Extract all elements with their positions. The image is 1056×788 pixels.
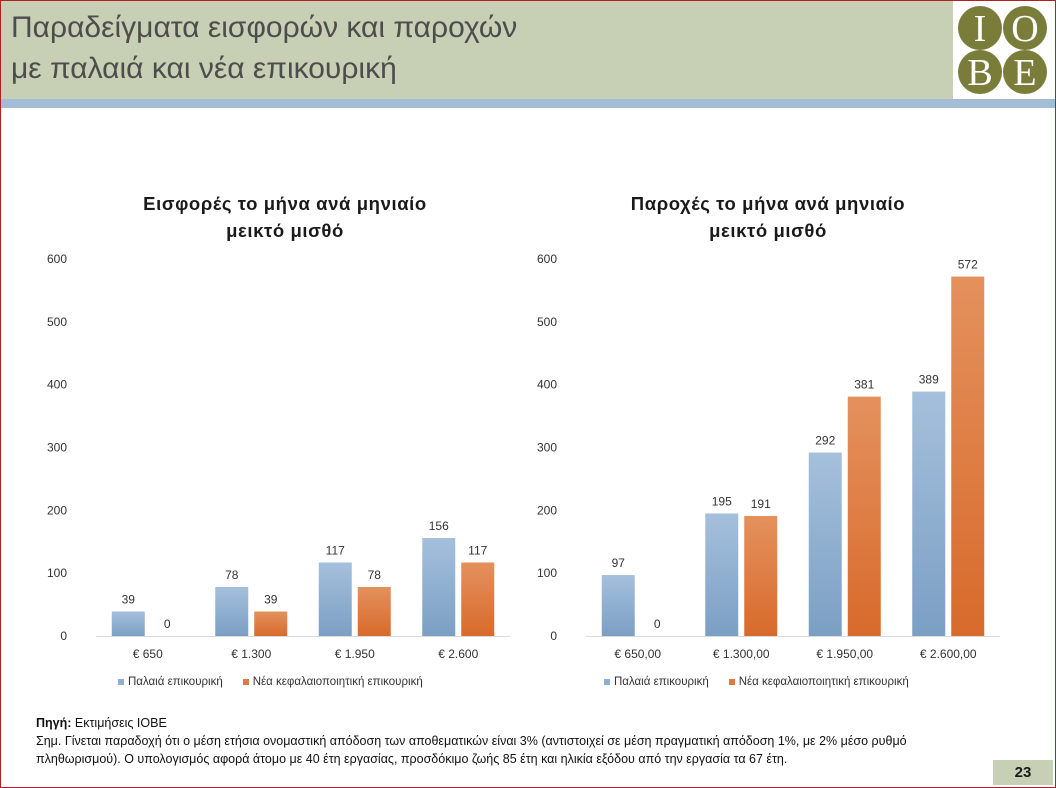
chart2-category-label: € 2.600,00 — [920, 647, 977, 661]
chart1-bar — [461, 562, 495, 636]
chart2-bar — [744, 515, 778, 636]
chart1-data-label: 39 — [122, 592, 136, 606]
chart1-legend-label: Νέα κεφαλαιοποιητική επικουρική — [252, 676, 423, 688]
chart1-ytick-label: 500 — [47, 315, 67, 329]
logo-letter: B — [967, 52, 992, 94]
chart2-category-label: € 1.950,00 — [816, 647, 873, 661]
chart1-bar — [111, 611, 145, 636]
logo-letter: I — [974, 8, 987, 50]
chart2-data-label: 572 — [958, 258, 978, 272]
chart1-title-line1: Εισφορές το μήνα ανά μηνιαίο — [143, 193, 427, 214]
chart1-data-label: 78 — [225, 568, 239, 582]
header-divider-band — [1, 99, 1055, 108]
chart2-legend-label: Παλαιά επικουρική — [614, 676, 709, 688]
chart1-bar — [422, 537, 456, 636]
chart2-legend-label: Νέα κεφαλαιοποιητική επικουρική — [738, 676, 909, 688]
logo-circle — [1003, 50, 1047, 94]
chart2-legend-swatch — [728, 679, 735, 685]
chart1-ytick-label: 600 — [47, 252, 67, 266]
chart2-legend-swatch — [604, 679, 610, 685]
slide-title-line2: με παλαιά και νέα επικουρική — [11, 52, 397, 85]
chart1-legend: Παλαιά επικουρική Νέα κεφαλαιοποιητική επ… — [118, 676, 443, 688]
chart1-bar — [215, 586, 249, 636]
chart1-data-label: 0 — [164, 617, 171, 631]
slide-notes: Πηγή: Εκτιμήσεις ΙΟΒΕ Σημ. Γίνεται παραδ… — [36, 714, 976, 768]
chart2-title-line2: μεικτό μισθό — [709, 220, 827, 241]
page-number: 23 — [993, 760, 1053, 785]
chart2-benefits: 0 100 200 300 400 500 600 97 0 € 650,00 195 191 € 1.… — [537, 252, 1000, 661]
chart1-data-label: 117 — [326, 543, 345, 557]
chart1-ytick-label: 0 — [60, 629, 67, 643]
chart2-bar — [601, 575, 635, 636]
chart2-ytick-label: 200 — [537, 503, 557, 517]
chart2-bar — [705, 513, 739, 636]
chart2-ytick-label: 300 — [537, 441, 557, 455]
chart1-contributions: 0 100 200 300 400 500 600 39 0 € 650 78 39 € 1.300 11… — [47, 252, 510, 661]
source-text: Εκτιμήσεις ΙΟΒΕ — [71, 716, 167, 730]
chart1-legend-swatch — [118, 679, 124, 685]
chart2-title: Παροχές το μήνα ανά μηνιαίο μεικτό μισθό — [583, 190, 953, 244]
source-line: Πηγή: Εκτιμήσεις ΙΟΒΕ — [36, 714, 976, 732]
logo-circle — [958, 6, 1002, 50]
logo-letter: O — [1011, 8, 1038, 50]
chart2-data-label: 97 — [612, 556, 626, 570]
chart2-legend-item: Νέα κεφαλαιοποιητική επικουρική — [728, 676, 909, 688]
chart1-category-label: € 1.950 — [335, 647, 375, 661]
chart1-data-label: 78 — [368, 568, 382, 582]
chart2-data-label: 389 — [919, 373, 939, 387]
chart1-ytick-label: 200 — [47, 503, 67, 517]
chart2-bar — [847, 396, 881, 636]
chart2-bar — [912, 391, 946, 636]
chart1-legend-item: Παλαιά επικουρική — [118, 676, 223, 688]
chart2-legend-item: Παλαιά επικουρική — [604, 676, 709, 688]
chart1-ytick-label: 300 — [47, 441, 67, 455]
chart2-ytick-label: 500 — [537, 315, 557, 329]
chart2-data-label: 381 — [854, 378, 874, 392]
chart1-category-label: € 1.300 — [231, 647, 271, 661]
note-text: Σημ. Γίνεται παραδοχή ότι ο μέση ετήσια … — [36, 734, 907, 766]
chart2-title-line1: Παροχές το μήνα ανά μηνιαίο — [630, 193, 906, 214]
chart2-ytick-label: 400 — [537, 378, 557, 392]
logo-letter: E — [1013, 52, 1036, 94]
chart2-category-label: € 650,00 — [614, 647, 661, 661]
logo-circle — [958, 50, 1002, 94]
chart2-legend: Παλαιά επικουρική Νέα κεφαλαιοποιητική επ… — [604, 676, 929, 688]
chart1-legend-item: Νέα κεφαλαιοποιητική επικουρική — [242, 676, 423, 688]
logo-circle — [1003, 6, 1047, 50]
chart1-data-label: 156 — [429, 519, 449, 533]
iobe-logo-graphic: I OB E — [958, 6, 1047, 94]
chart2-data-label: 292 — [815, 434, 835, 448]
chart2-bar — [951, 276, 985, 636]
chart1-category-label: € 650 — [133, 647, 163, 661]
slide-title-line1: Παραδείγματα εισφορών και παροχών — [11, 11, 518, 44]
chart2-data-label: 0 — [654, 617, 661, 631]
chart2-ytick-label: 600 — [537, 252, 557, 266]
chart2-ytick-label: 0 — [550, 629, 557, 643]
slide-header: Παραδείγματα εισφορών και παροχών με παλ… — [1, 1, 953, 99]
chart1-data-label: 39 — [264, 592, 278, 606]
chart2-data-label: 195 — [712, 494, 732, 508]
chart1-ytick-label: 100 — [47, 566, 67, 580]
chart1-bar — [357, 586, 391, 636]
chart1-title: Εισφορές το μήνα ανά μηνιαίο μεικτό μισθ… — [100, 190, 470, 244]
chart1-bar — [254, 611, 288, 636]
chart1-title-line2: μεικτό μισθό — [226, 220, 344, 241]
chart2-category-label: € 1.300,00 — [713, 647, 770, 661]
chart1-bar — [318, 562, 352, 636]
chart1-legend-label: Παλαιά επικουρική — [128, 676, 223, 688]
chart2-data-label: 191 — [751, 497, 771, 511]
slide-title: Παραδείγματα εισφορών και παροχών με παλ… — [11, 7, 911, 89]
chart1-category-label: € 2.600 — [438, 647, 478, 661]
source-label: Πηγή: — [36, 716, 72, 730]
chart1-data-label: 117 — [468, 543, 487, 557]
chart2-ytick-label: 100 — [537, 566, 557, 580]
chart1-legend-swatch — [242, 679, 249, 685]
chart1-ytick-label: 400 — [47, 378, 67, 392]
chart2-bar — [808, 452, 842, 636]
